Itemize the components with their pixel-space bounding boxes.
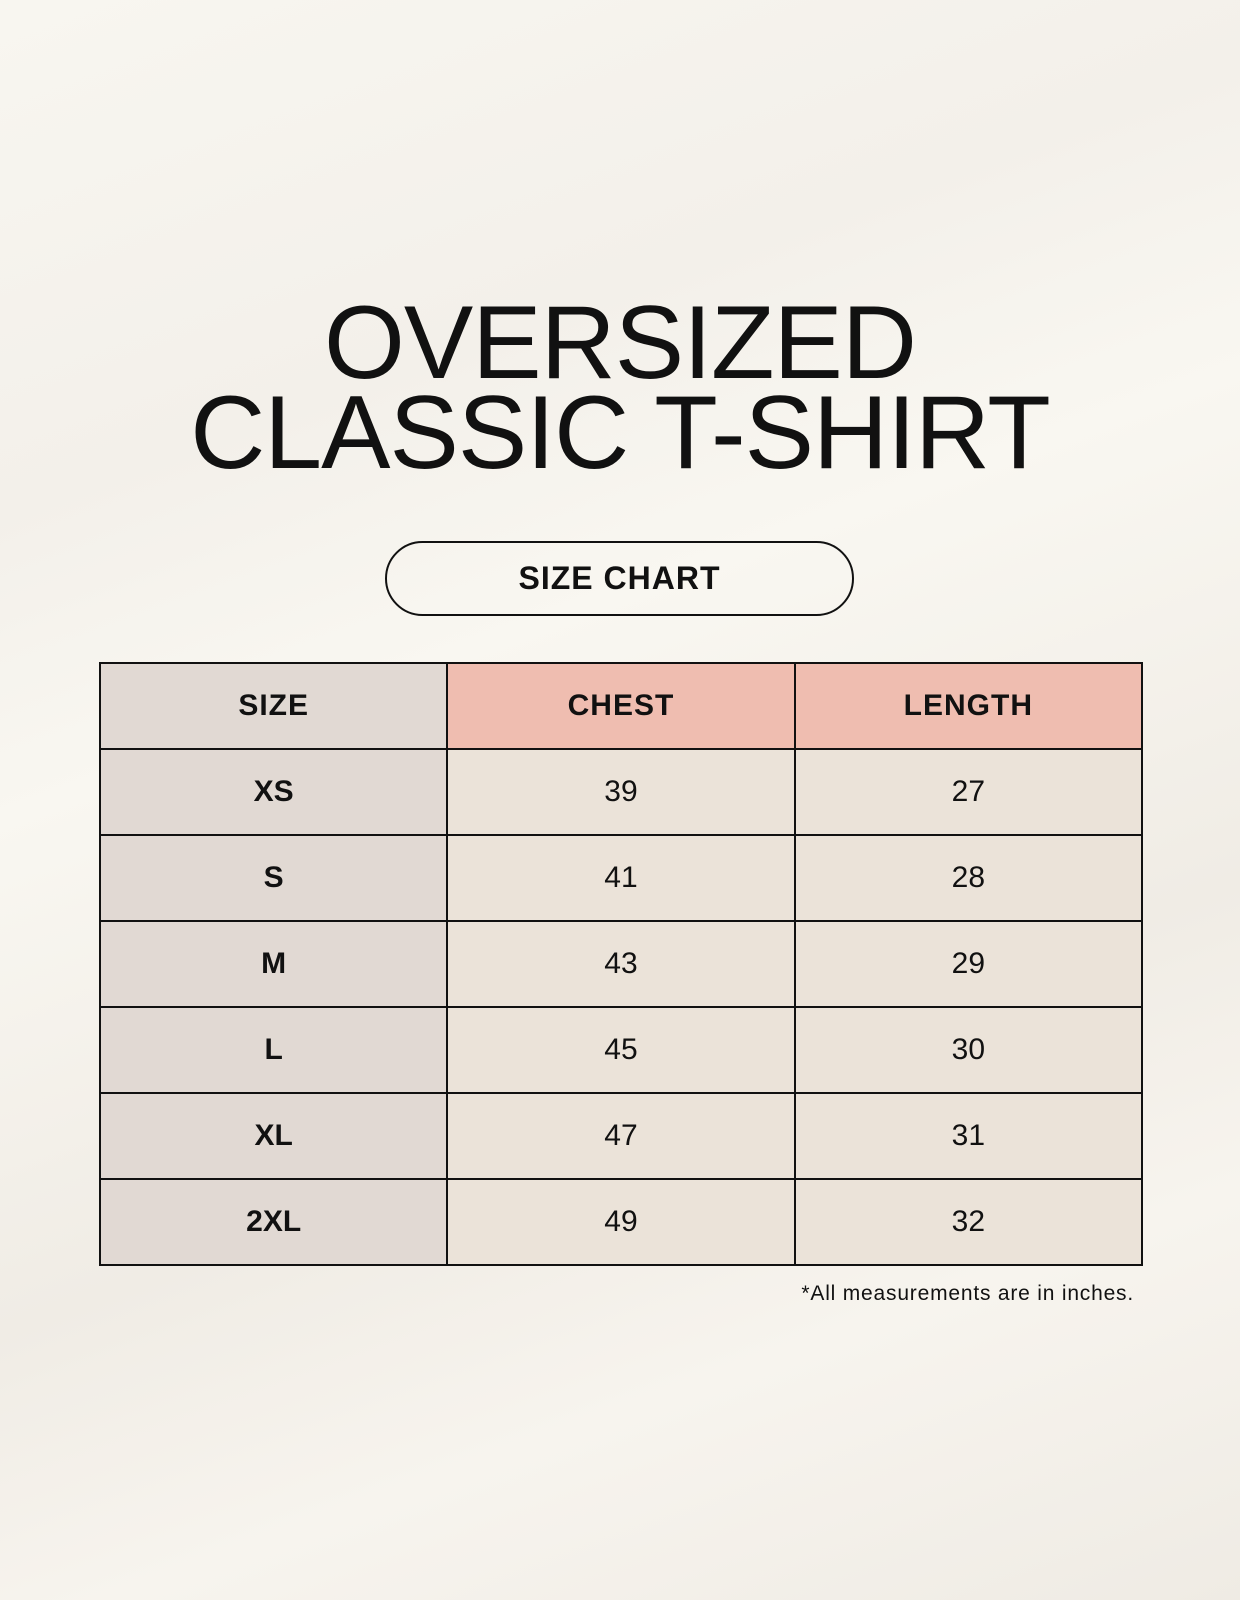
- table-row: XS 39 27: [98, 748, 1144, 836]
- title-line-1: OVERSIZED: [324, 285, 917, 401]
- size-cell: L: [98, 1006, 449, 1094]
- size-cell: S: [98, 834, 449, 922]
- size-cell: 2XL: [98, 1178, 449, 1266]
- length-cell: 31: [793, 1092, 1144, 1180]
- footnote: *All measurements are in inches.: [801, 1282, 1134, 1305]
- table-header-row: SIZE CHEST LENGTH: [98, 662, 1144, 750]
- size-chart-badge: SIZE CHART: [385, 541, 854, 616]
- size-table: SIZE CHEST LENGTH XS 39 27 S 41 28 M 43 29 L 45 30 X…: [98, 662, 1144, 1266]
- header-length: LENGTH: [793, 662, 1144, 750]
- length-cell: 32: [793, 1178, 1144, 1266]
- chest-cell: 45: [446, 1006, 796, 1094]
- size-cell: M: [98, 920, 449, 1008]
- header-chest: CHEST: [446, 662, 796, 750]
- length-cell: 29: [793, 920, 1144, 1008]
- table-row: 2XL 49 32: [98, 1178, 1144, 1266]
- length-cell: 27: [793, 748, 1144, 836]
- chest-cell: 39: [446, 748, 796, 836]
- table-row: L 45 30: [98, 1006, 1144, 1094]
- chest-cell: 47: [446, 1092, 796, 1180]
- size-cell: XS: [98, 748, 449, 836]
- length-cell: 30: [793, 1006, 1144, 1094]
- chest-cell: 49: [446, 1178, 796, 1266]
- chest-cell: 41: [446, 834, 796, 922]
- table-row: S 41 28: [98, 834, 1144, 922]
- header-size: SIZE: [98, 662, 449, 750]
- chest-cell: 43: [446, 920, 796, 1008]
- page-title: OVERSIZED CLASSIC T-SHIRT: [0, 285, 1240, 491]
- length-cell: 28: [793, 834, 1144, 922]
- table-row: M 43 29: [98, 920, 1144, 1008]
- table-row: XL 47 31: [98, 1092, 1144, 1180]
- title-line-2: CLASSIC T-SHIRT: [190, 375, 1051, 491]
- size-cell: XL: [98, 1092, 449, 1180]
